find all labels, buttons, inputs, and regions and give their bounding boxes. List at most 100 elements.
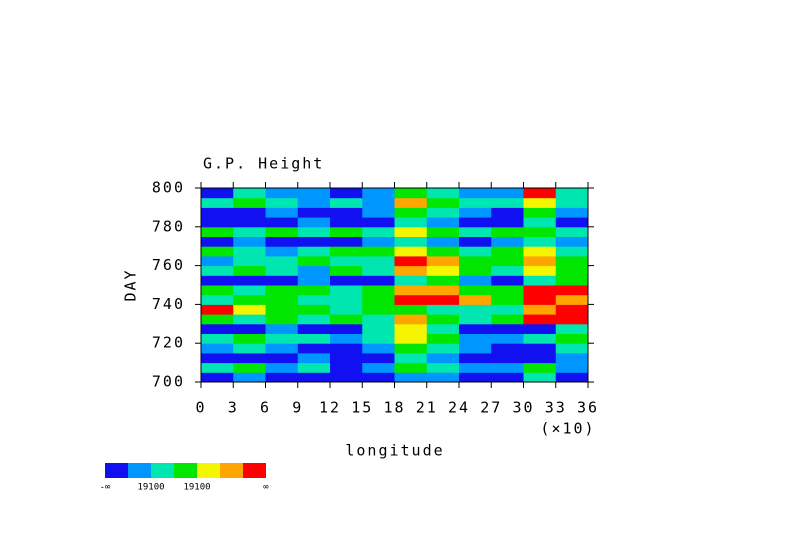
heatmap-cell bbox=[297, 314, 331, 325]
heatmap-cell bbox=[265, 314, 299, 325]
heatmap-cell bbox=[233, 255, 266, 267]
heatmap-cell bbox=[459, 217, 492, 228]
heatmap-cell bbox=[201, 372, 234, 383]
x-tick-label: 6 bbox=[260, 399, 271, 417]
heatmap-cell bbox=[265, 226, 299, 237]
heatmap-cell bbox=[330, 236, 363, 247]
heatmap-cell bbox=[330, 226, 363, 237]
y-tick-label: 800 bbox=[152, 179, 185, 197]
heatmap-cell bbox=[233, 362, 266, 373]
heatmap-cell bbox=[394, 217, 428, 228]
heatmap-cell bbox=[491, 265, 524, 276]
heatmap-cell bbox=[459, 352, 492, 364]
heatmap-cell bbox=[233, 294, 266, 305]
heatmap-cell bbox=[555, 333, 589, 344]
x-tick-label: 33 bbox=[545, 399, 567, 417]
heatmap-cell bbox=[523, 352, 557, 364]
heatmap-cell bbox=[362, 207, 395, 218]
heatmap-cell bbox=[330, 217, 363, 228]
heatmap-cell bbox=[555, 362, 589, 373]
heatmap-cell bbox=[297, 333, 331, 344]
heatmap-cell bbox=[394, 362, 428, 373]
heatmap-cell bbox=[491, 323, 524, 334]
heatmap-cell bbox=[459, 323, 492, 334]
heatmap-cell bbox=[265, 246, 299, 257]
heatmap-cell bbox=[265, 294, 299, 305]
heatmap-cell bbox=[394, 255, 428, 267]
heatmap-cell bbox=[523, 275, 557, 286]
heatmap-cell bbox=[394, 343, 428, 354]
heatmap-cell bbox=[297, 246, 331, 257]
heatmap-cell bbox=[555, 217, 589, 228]
heatmap-cell bbox=[555, 323, 589, 334]
heatmap-cell bbox=[330, 362, 363, 373]
y-tick-label: 700 bbox=[152, 373, 185, 391]
colorbar-label: ∞ bbox=[263, 483, 269, 493]
heatmap-cell bbox=[362, 275, 395, 286]
heatmap-cell bbox=[297, 294, 331, 305]
heatmap-cell bbox=[555, 188, 589, 199]
heatmap-cell bbox=[555, 226, 589, 237]
heatmap-cell bbox=[491, 188, 524, 199]
heatmap-cell bbox=[523, 207, 557, 218]
heatmap-cell bbox=[491, 352, 524, 364]
y-tick-label: 740 bbox=[152, 295, 185, 313]
x-axis-label: longitude bbox=[345, 442, 444, 460]
heatmap-cell bbox=[523, 246, 557, 257]
heatmap-cell bbox=[523, 285, 557, 296]
heatmap-cell bbox=[265, 323, 299, 334]
heatmap-cell bbox=[491, 197, 524, 208]
heatmap-cell bbox=[459, 255, 492, 267]
heatmap-cell bbox=[362, 304, 395, 315]
colorbar-label: 19100 bbox=[183, 483, 210, 493]
heatmap-cell bbox=[523, 362, 557, 373]
heatmap-cell bbox=[201, 197, 234, 208]
heatmap-cell bbox=[362, 314, 395, 325]
heatmap-cell bbox=[459, 236, 492, 247]
heatmap-cell bbox=[330, 323, 363, 334]
heatmap-cell bbox=[491, 333, 524, 344]
heatmap-cell bbox=[330, 246, 363, 257]
heatmap-cell bbox=[394, 333, 428, 344]
x-tick-label: 24 bbox=[448, 399, 470, 417]
heatmap-cell bbox=[426, 188, 460, 199]
heatmap-cell bbox=[459, 246, 492, 257]
heatmap-cell bbox=[330, 197, 363, 208]
heatmap-cell bbox=[555, 255, 589, 267]
heatmap-cell bbox=[491, 226, 524, 237]
heatmap-cell bbox=[330, 275, 363, 286]
heatmap-cell bbox=[201, 217, 234, 228]
heatmap-cell bbox=[523, 236, 557, 247]
heatmap-cell bbox=[265, 188, 299, 199]
heatmap-cell bbox=[265, 197, 299, 208]
heatmap-cell bbox=[233, 343, 266, 354]
y-axis-label: DAY bbox=[122, 268, 140, 301]
heatmap-cell bbox=[233, 188, 266, 199]
heatmap-cell bbox=[297, 236, 331, 247]
heatmap-cell bbox=[523, 343, 557, 354]
heatmap-cell bbox=[201, 304, 234, 315]
heatmap-cell bbox=[394, 197, 428, 208]
heatmap-cell bbox=[233, 207, 266, 218]
heatmap-cell bbox=[362, 343, 395, 354]
heatmap-cell bbox=[297, 226, 331, 237]
heatmap-cell bbox=[394, 294, 428, 305]
heatmap-cell bbox=[201, 226, 234, 237]
heatmap-cell bbox=[491, 236, 524, 247]
x-tick-label: 21 bbox=[416, 399, 438, 417]
heatmap-cell bbox=[459, 207, 492, 218]
heatmap-cell bbox=[201, 362, 234, 373]
heatmap-cell bbox=[201, 314, 234, 325]
colorbar-swatch bbox=[243, 463, 266, 478]
heatmap-cell bbox=[362, 352, 395, 364]
heatmap-cell bbox=[265, 207, 299, 218]
heatmap-cell bbox=[555, 285, 589, 296]
y-tick-label: 780 bbox=[152, 217, 185, 235]
chart-title: G.P. Height bbox=[203, 155, 324, 173]
x-tick-label: 3 bbox=[228, 399, 239, 417]
heatmap-cell bbox=[555, 236, 589, 247]
heatmap-cell bbox=[297, 323, 331, 334]
heatmap-cell bbox=[265, 285, 299, 296]
heatmap-cell bbox=[555, 265, 589, 276]
